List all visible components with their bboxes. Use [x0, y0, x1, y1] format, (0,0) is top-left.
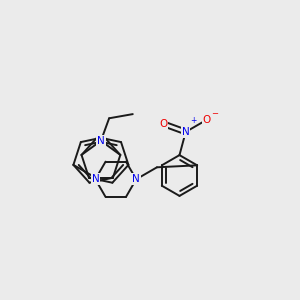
Text: N: N: [92, 174, 99, 184]
Text: −: −: [211, 109, 218, 118]
Text: O: O: [202, 115, 211, 125]
Text: N: N: [182, 127, 190, 137]
Text: N: N: [97, 136, 105, 146]
Text: +: +: [190, 116, 196, 125]
Text: N: N: [132, 174, 140, 184]
Text: O: O: [159, 119, 167, 129]
